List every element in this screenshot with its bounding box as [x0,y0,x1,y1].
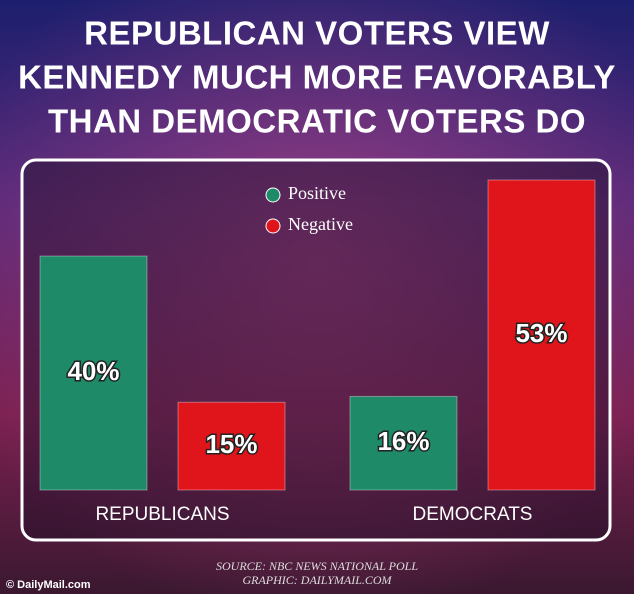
chart-title: REPUBLICAN VOTERS VIEW [84,15,550,52]
legend-swatch [265,187,281,203]
legend-label: Negative [288,214,353,234]
value-label: 16% [377,426,429,456]
panel [20,158,612,542]
bar [177,401,286,491]
watermark: © DailyMail.com [6,579,91,591]
credit: GRAPHIC: DAILYMAIL.COM [242,573,392,587]
chart-title: KENNEDY MUCH MORE FAVORABLY [18,59,616,96]
legend-swatch [265,218,281,234]
chart-title: THAN DEMOCRATIC VOTERS DO [48,103,586,140]
bar [349,395,458,491]
value-label: 53% [515,318,567,348]
category-label: DEMOCRATS [413,504,533,525]
bar [39,255,148,491]
bar [487,179,596,491]
value-label: 15% [205,429,257,459]
category-label: REPUBLICANS [95,504,229,525]
legend-label: Positive [288,183,346,203]
value-label: 40% [67,356,119,386]
source: SOURCE: NBC NEWS NATIONAL POLL [216,559,418,573]
